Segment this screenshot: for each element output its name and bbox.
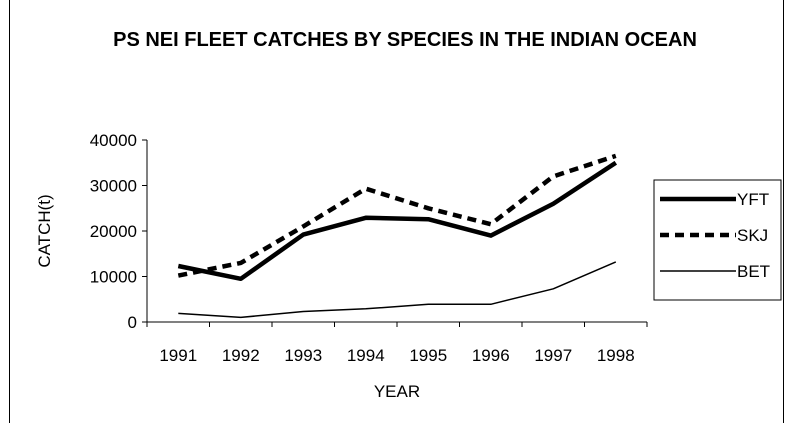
y-tick-label: 30000 bbox=[90, 177, 137, 196]
y-axis-title: CATCH(t) bbox=[35, 194, 54, 267]
x-axis-title: YEAR bbox=[374, 382, 420, 401]
x-tick-label: 1991 bbox=[159, 346, 197, 365]
y-tick-label: 0 bbox=[128, 313, 137, 332]
chart-title: PS NEI FLEET CATCHES BY SPECIES IN THE I… bbox=[113, 29, 697, 51]
legend-label-yft: YFT bbox=[737, 190, 769, 209]
x-tick-label: 1996 bbox=[472, 346, 510, 365]
legend-label-bet: BET bbox=[737, 262, 770, 281]
y-tick-label: 20000 bbox=[90, 222, 137, 241]
series-line-yft bbox=[177, 160, 618, 282]
x-tick-label: 1993 bbox=[284, 346, 322, 365]
x-tick-label: 1994 bbox=[347, 346, 385, 365]
y-tick-label: 40000 bbox=[90, 131, 137, 150]
x-tick-label: 1992 bbox=[222, 346, 260, 365]
x-tick-label: 1997 bbox=[534, 346, 572, 365]
series-line-bet bbox=[178, 261, 617, 319]
x-tick-label: 1995 bbox=[409, 346, 447, 365]
y-tick-label: 10000 bbox=[90, 268, 137, 287]
series-line-skj bbox=[177, 153, 617, 278]
legend-label-skj: SKJ bbox=[737, 226, 768, 245]
chart-frame bbox=[9, 0, 784, 423]
x-tick-label: 1998 bbox=[597, 346, 635, 365]
